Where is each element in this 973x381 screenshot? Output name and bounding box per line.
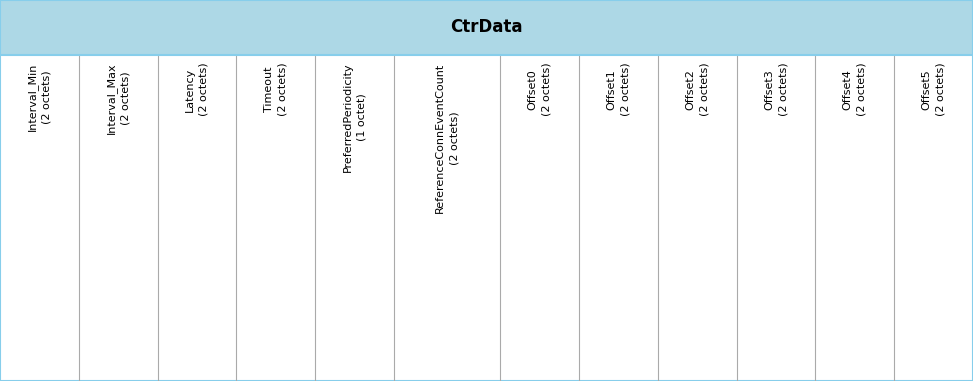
Bar — [0, 55, 973, 381]
Text: Offset3
(2 octets): Offset3 (2 octets) — [764, 62, 788, 116]
Text: Timeout
(2 octets): Timeout (2 octets) — [264, 62, 288, 116]
Text: ReferenceConnEventCount
(2 octets): ReferenceConnEventCount (2 octets) — [435, 62, 459, 213]
Text: PreferredPeriodicity
(1 octet): PreferredPeriodicity (1 octet) — [342, 62, 367, 172]
Text: Offset5
(2 octets): Offset5 (2 octets) — [921, 62, 946, 116]
Text: Offset4
(2 octets): Offset4 (2 octets) — [843, 62, 867, 116]
Text: Offset1
(2 octets): Offset1 (2 octets) — [606, 62, 631, 116]
Text: Interval_Max
(2 octets): Interval_Max (2 octets) — [106, 62, 130, 134]
Text: Interval_Min
(2 octets): Interval_Min (2 octets) — [27, 62, 52, 131]
Bar — [0, 0, 973, 55]
Text: Latency
(2 octets): Latency (2 octets) — [185, 62, 209, 116]
Text: CtrData: CtrData — [450, 19, 523, 37]
Text: Offset2
(2 octets): Offset2 (2 octets) — [685, 62, 709, 116]
Text: Offset0
(2 octets): Offset0 (2 octets) — [527, 62, 552, 116]
